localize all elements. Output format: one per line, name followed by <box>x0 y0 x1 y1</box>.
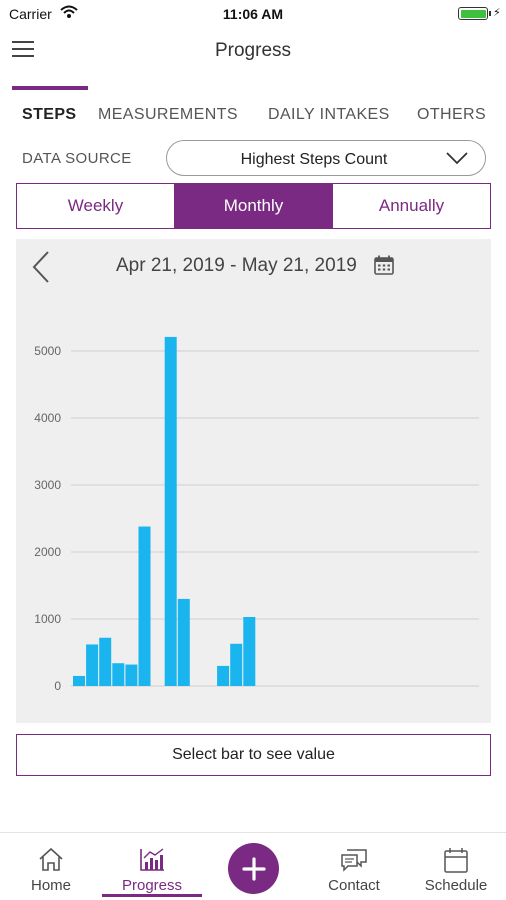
category-tabs: STEPS MEASUREMENTS DAILY INTAKES OTHERS <box>0 86 506 134</box>
chart-bar[interactable] <box>177 598 190 686</box>
y-tick-label: 4000 <box>34 411 61 425</box>
period-monthly[interactable]: Monthly <box>174 184 332 228</box>
battery-tip <box>489 11 491 16</box>
chart-bar[interactable] <box>138 526 151 686</box>
calendar-icon[interactable] <box>373 254 395 276</box>
nav-home[interactable]: Home <box>1 833 101 900</box>
period-weekly[interactable]: Weekly <box>67 196 124 215</box>
y-tick-label: 5000 <box>34 344 61 358</box>
home-icon <box>39 847 63 871</box>
data-source-select[interactable]: Highest Steps Count <box>166 140 486 176</box>
wifi-icon <box>60 5 78 18</box>
y-tick-label: 3000 <box>34 478 61 492</box>
period-segmented-control: Weekly Monthly Annually <box>16 183 491 229</box>
tab-steps[interactable]: STEPS <box>22 106 77 123</box>
chart-bar[interactable] <box>217 665 230 686</box>
data-source-label: DATA SOURCE <box>22 150 132 167</box>
y-tick-label: 2000 <box>34 545 61 559</box>
nav-contact-label: Contact <box>328 877 380 894</box>
plus-icon <box>241 856 266 881</box>
nav-schedule-label: Schedule <box>424 877 488 894</box>
schedule-calendar-icon <box>444 848 468 873</box>
add-entry-button[interactable] <box>228 843 279 894</box>
tab-daily-intakes[interactable]: DAILY INTAKES <box>268 106 390 123</box>
nav-contact[interactable]: Contact <box>304 833 404 900</box>
menu-icon[interactable] <box>12 41 34 57</box>
carrier-label: Carrier <box>9 6 52 22</box>
chart-bar[interactable] <box>230 643 243 686</box>
selected-value-box: Select bar to see value <box>16 734 491 776</box>
progress-chart-icon <box>140 848 164 871</box>
page-title: Progress <box>214 40 292 61</box>
y-tick-label: 1000 <box>34 612 61 626</box>
chart-bar[interactable] <box>73 675 85 686</box>
battery-icon <box>458 7 488 20</box>
date-range-label: Apr 21, 2019 - May 21, 2019 <box>116 255 357 276</box>
nav-bar: Progress <box>0 28 506 72</box>
y-tick-label: 0 <box>54 679 61 693</box>
nav-active-indicator <box>102 894 202 897</box>
nav-progress[interactable]: Progress <box>102 833 202 900</box>
chart-bar[interactable] <box>125 664 138 686</box>
steps-chart: 0 1000 2000 3000 4000 5000 <box>34 336 479 693</box>
chart-bar[interactable] <box>99 637 112 686</box>
period-annually[interactable]: Annually <box>332 184 490 228</box>
chevron-down-icon <box>446 152 468 165</box>
nav-progress-label: Progress <box>121 877 183 894</box>
chart-bar[interactable] <box>86 644 99 686</box>
chat-bubbles-icon <box>341 849 367 872</box>
nav-home-label: Home <box>30 877 71 894</box>
status-bar: Carrier 11:06 AM ⚡ <box>0 0 506 28</box>
bottom-nav: Home Progress Co <box>0 832 506 900</box>
status-time: 11:06 AM <box>222 6 284 22</box>
data-source-value: Highest Steps Count <box>240 151 388 168</box>
nav-schedule[interactable]: Schedule <box>406 833 506 900</box>
chart-bar[interactable] <box>243 616 256 686</box>
tab-others[interactable]: OTHERS <box>417 106 487 123</box>
tab-measurements[interactable]: MEASUREMENTS <box>98 106 238 123</box>
charging-icon: ⚡ <box>493 7 501 19</box>
previous-period-icon[interactable] <box>30 249 52 285</box>
chart-card: 0 1000 2000 3000 4000 5000 Apr 21, 2019 - May… <box>16 239 491 723</box>
tab-indicator <box>12 86 88 90</box>
chart-bar[interactable] <box>164 336 177 686</box>
chart-bar[interactable] <box>112 663 125 686</box>
